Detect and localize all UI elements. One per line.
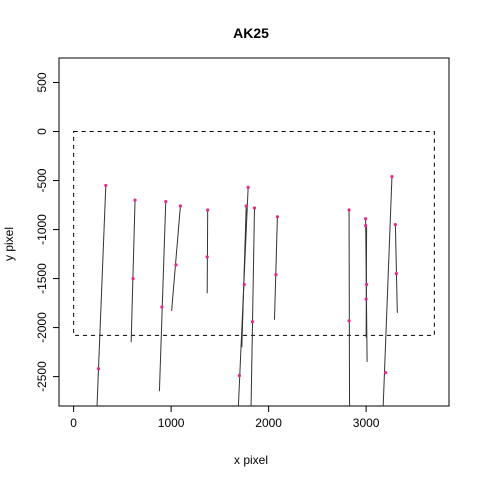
x-axis-label: x pixel bbox=[234, 453, 268, 467]
data-point bbox=[275, 215, 279, 219]
data-point bbox=[174, 263, 178, 267]
data-point bbox=[364, 297, 368, 301]
data-point bbox=[384, 371, 388, 375]
data-point bbox=[390, 175, 394, 179]
data-point bbox=[364, 217, 368, 221]
data-point bbox=[365, 282, 369, 287]
trajectory-segment bbox=[250, 207, 255, 407]
y-tick-label: -500 bbox=[35, 168, 49, 192]
data-point bbox=[250, 320, 255, 324]
x-tick-label: 1000 bbox=[158, 416, 185, 430]
dashed-frame-rectangle bbox=[73, 131, 435, 336]
data-point bbox=[237, 374, 241, 378]
data-point bbox=[131, 276, 135, 281]
trajectory-segment bbox=[158, 201, 167, 392]
data-point bbox=[394, 272, 398, 276]
data-point bbox=[96, 367, 101, 371]
data-point bbox=[164, 200, 168, 204]
data-point bbox=[347, 319, 351, 323]
y-tick-label: -2000 bbox=[35, 312, 49, 343]
y-tick-label: 0 bbox=[35, 128, 49, 135]
trajectory-segment bbox=[273, 216, 278, 320]
y-tick-label: -2500 bbox=[35, 361, 49, 392]
data-point bbox=[347, 208, 351, 212]
data-point bbox=[242, 282, 246, 287]
data-points bbox=[96, 175, 398, 378]
trajectory-segment bbox=[382, 176, 393, 407]
trajectory-segment bbox=[171, 205, 181, 311]
data-point bbox=[206, 208, 210, 212]
trajectory-segment bbox=[130, 200, 136, 343]
x-tick-label: 0 bbox=[70, 416, 77, 430]
data-point bbox=[252, 206, 257, 210]
trajectory-segment bbox=[96, 185, 107, 407]
chart-title: AK25 bbox=[233, 25, 269, 41]
y-tick-label: -1000 bbox=[35, 214, 49, 245]
data-point bbox=[393, 223, 397, 227]
data-point bbox=[178, 204, 182, 208]
trajectory-segments bbox=[96, 176, 398, 407]
trajectory-segment bbox=[394, 224, 398, 313]
x-tick-label: 3000 bbox=[353, 416, 380, 430]
plot-area-border bbox=[58, 57, 450, 407]
data-point bbox=[246, 185, 250, 189]
data-point bbox=[160, 305, 164, 309]
data-point bbox=[244, 204, 248, 208]
data-point bbox=[274, 273, 278, 277]
data-point bbox=[133, 198, 137, 202]
data-point bbox=[205, 255, 209, 259]
y-axis-label: y pixel bbox=[2, 227, 16, 261]
x-tick-label: 2000 bbox=[255, 416, 282, 430]
y-tick-label: 500 bbox=[35, 72, 49, 92]
data-point bbox=[104, 183, 108, 188]
axis-ticks: 0 1000 2000 3000 500 0 -500 -1000 -1500 -2000 -250… bbox=[35, 72, 380, 430]
data-point bbox=[364, 224, 368, 228]
trajectory-segment bbox=[241, 206, 247, 348]
y-tick-label: -1500 bbox=[35, 263, 49, 294]
